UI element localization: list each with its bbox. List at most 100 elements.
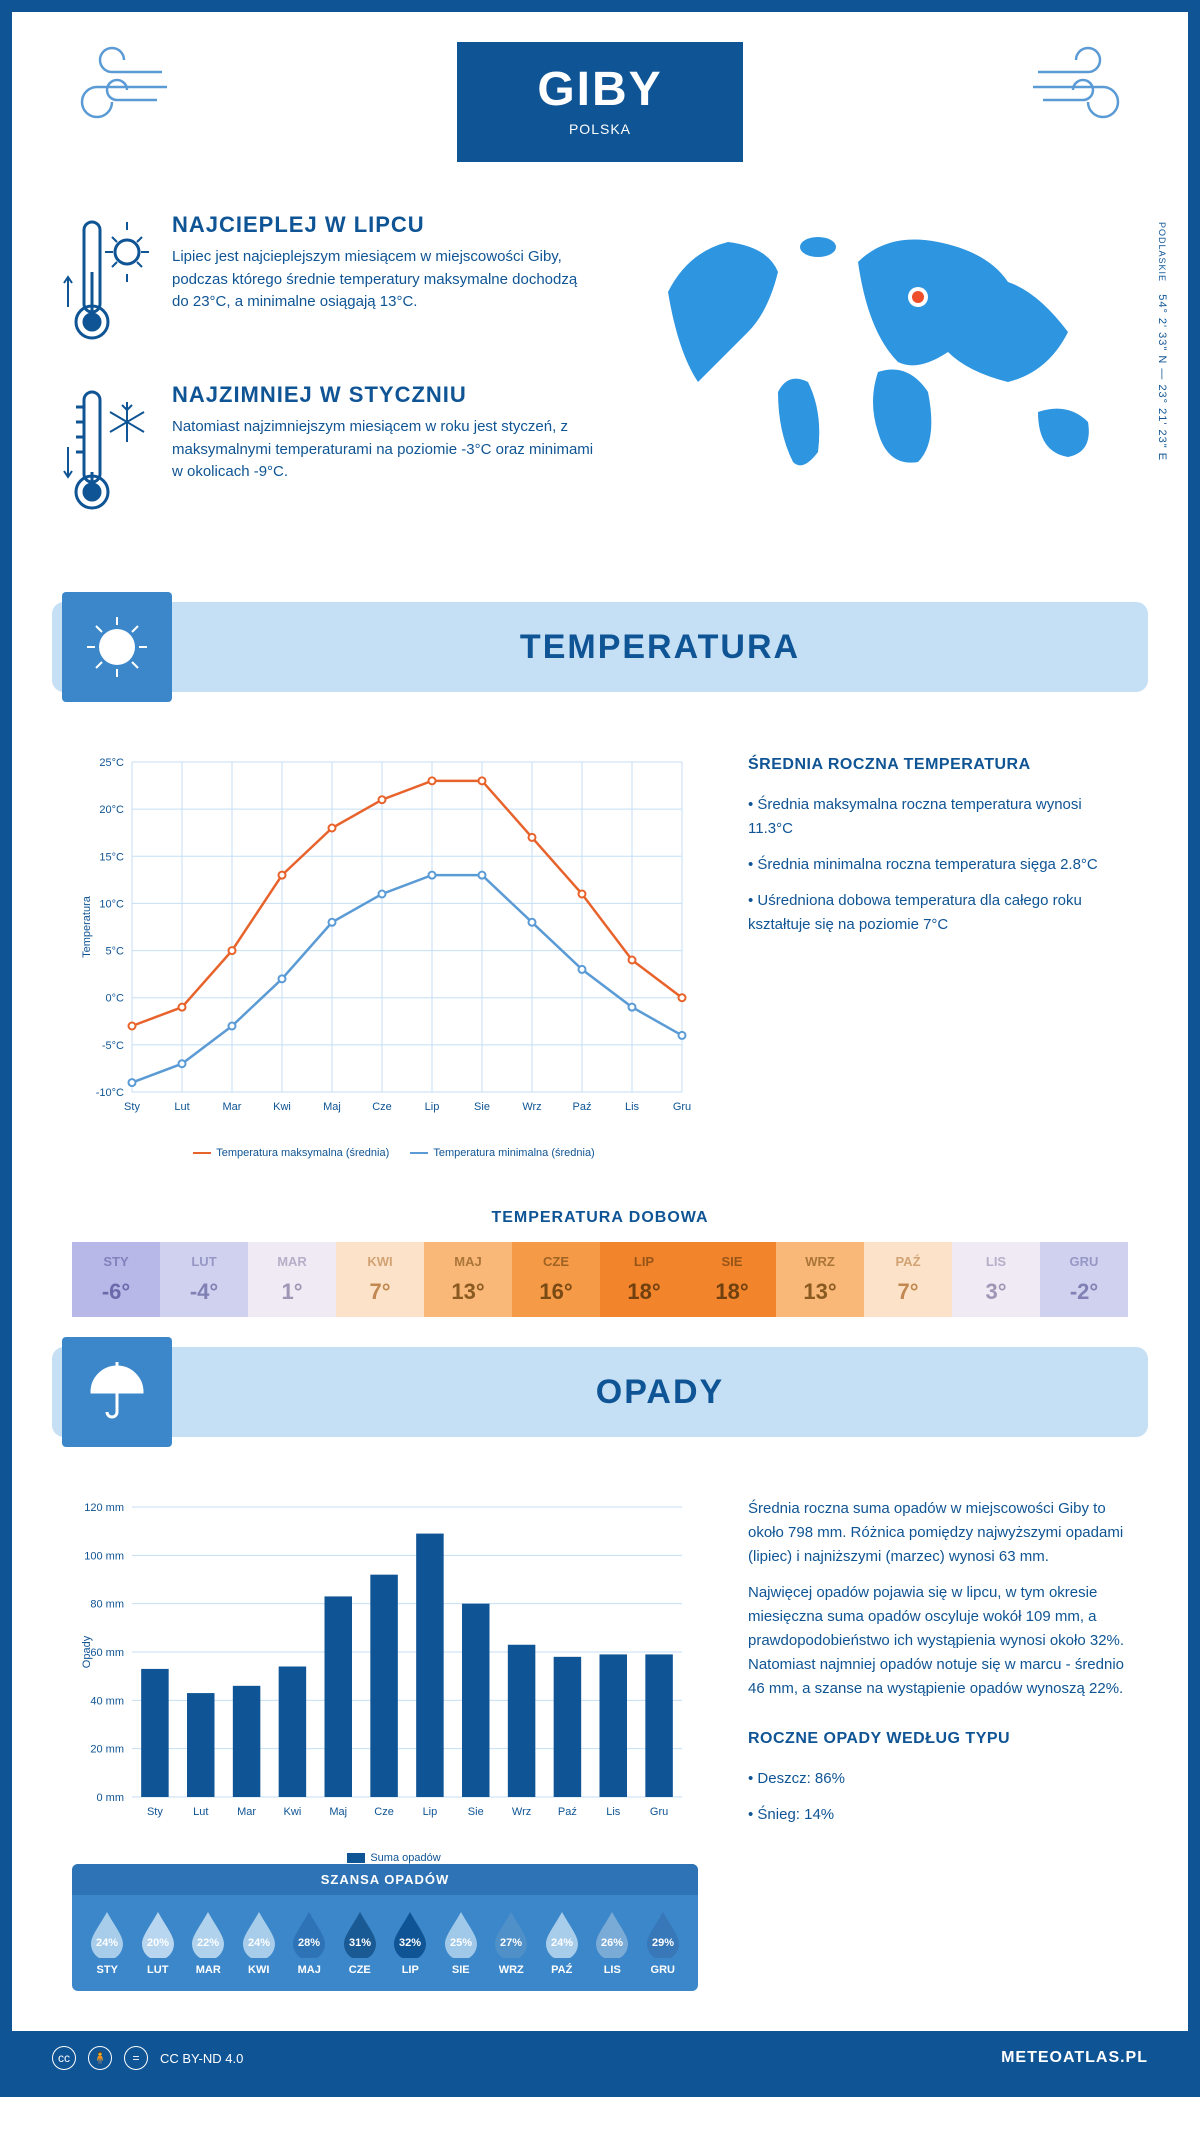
footer: cc 🧍 = CC BY-ND 4.0 METEOATLAS.PL	[12, 2031, 1188, 2085]
svg-text:60 mm: 60 mm	[90, 1647, 124, 1659]
svg-text:5°C: 5°C	[106, 946, 125, 958]
svg-text:31%: 31%	[349, 1937, 371, 1949]
cold-block: NAJZIMNIEJ W STYCZNIU Natomiast najzimni…	[62, 382, 598, 522]
intro-row: NAJCIEPLEJ W LIPCU Lipiec jest najcieple…	[12, 182, 1188, 582]
temp-content: -10°C-5°C0°C5°C10°C15°C20°C25°CStyLutMar…	[12, 712, 1188, 1189]
country-name: POLSKA	[537, 121, 662, 137]
svg-text:40 mm: 40 mm	[90, 1695, 124, 1707]
svg-text:Mar: Mar	[237, 1806, 256, 1818]
daily-title: TEMPERATURA DOBOWA	[12, 1209, 1188, 1227]
chance-cell: 24%KWI	[234, 1910, 285, 1976]
wind-icon	[52, 42, 172, 122]
umbrella-icon	[62, 1337, 172, 1447]
temp-side-text: ŚREDNIA ROCZNA TEMPERATURA • Średnia mak…	[748, 752, 1128, 1159]
svg-text:Sie: Sie	[468, 1806, 484, 1818]
daily-cell: LUT-4°	[160, 1242, 248, 1317]
chance-cell: 29%GRU	[638, 1910, 689, 1976]
rain-section-title: OPADY	[172, 1373, 1148, 1412]
daily-cell: SIE18°	[688, 1242, 776, 1317]
rain-side-text: Średnia roczna suma opadów w miejscowośc…	[748, 1497, 1128, 2001]
svg-text:Maj: Maj	[323, 1101, 341, 1113]
svg-text:Wrz: Wrz	[512, 1806, 531, 1818]
svg-text:25%: 25%	[450, 1937, 472, 1949]
svg-text:0°C: 0°C	[106, 993, 125, 1005]
chance-box: SZANSA OPADÓW 24%STY20%LUT22%MAR24%KWI28…	[72, 1864, 698, 1991]
svg-text:25°C: 25°C	[99, 757, 124, 769]
svg-text:32%: 32%	[399, 1937, 421, 1949]
svg-text:0 mm: 0 mm	[97, 1792, 125, 1804]
svg-text:Sie: Sie	[474, 1101, 490, 1113]
svg-text:Lip: Lip	[425, 1101, 440, 1113]
hot-title: NAJCIEPLEJ W LIPCU	[172, 212, 598, 238]
hot-block: NAJCIEPLEJ W LIPCU Lipiec jest najcieple…	[62, 212, 598, 352]
svg-text:100 mm: 100 mm	[84, 1550, 124, 1562]
svg-text:Lut: Lut	[174, 1101, 189, 1113]
coordinates: PODLASKIE 54° 2' 33" N — 23° 21' 23" E	[1156, 222, 1168, 461]
world-map	[638, 212, 1138, 492]
daily-cell: MAJ13°	[424, 1242, 512, 1317]
svg-text:20%: 20%	[147, 1937, 169, 1949]
header: GIBY POLSKA	[12, 12, 1188, 182]
daily-cell: MAR1°	[248, 1242, 336, 1317]
svg-text:Kwi: Kwi	[284, 1806, 302, 1818]
chance-cell: 22%MAR	[183, 1910, 234, 1976]
svg-text:Sty: Sty	[124, 1101, 140, 1113]
nd-icon: =	[124, 2046, 148, 2070]
temp-section-title: TEMPERATURA	[172, 628, 1148, 667]
svg-text:Lis: Lis	[625, 1101, 640, 1113]
svg-text:29%: 29%	[652, 1937, 674, 1949]
daily-temp-strip: STY-6°LUT-4°MAR1°KWI7°MAJ13°CZE16°LIP18°…	[72, 1242, 1128, 1317]
svg-text:Maj: Maj	[329, 1806, 347, 1818]
hot-text: Lipiec jest najcieplejszym miesiącem w m…	[172, 246, 598, 314]
thermometer-hot-icon	[62, 212, 152, 352]
svg-text:26%: 26%	[601, 1937, 623, 1949]
svg-text:Mar: Mar	[223, 1101, 242, 1113]
temp-side-title: ŚREDNIA ROCZNA TEMPERATURA	[748, 752, 1128, 778]
cold-text: Natomiast najzimniejszym miesiącem w rok…	[172, 416, 598, 484]
site-label: METEOATLAS.PL	[1001, 2049, 1148, 2067]
title-band: GIBY POLSKA	[457, 42, 742, 162]
chance-cell: 27%WRZ	[486, 1910, 537, 1976]
svg-text:Temperatura: Temperatura	[81, 895, 93, 958]
svg-text:28%: 28%	[298, 1937, 320, 1949]
temp-legend: Temperatura maksymalna (średnia) Tempera…	[72, 1147, 698, 1159]
svg-text:Cze: Cze	[372, 1101, 392, 1113]
svg-text:24%: 24%	[551, 1937, 573, 1949]
svg-text:27%: 27%	[500, 1937, 522, 1949]
intro-text-col: NAJCIEPLEJ W LIPCU Lipiec jest najcieple…	[62, 212, 598, 552]
chance-cell: 31%CZE	[335, 1910, 386, 1976]
map-wrap: PODLASKIE 54° 2' 33" N — 23° 21' 23" E	[638, 212, 1138, 552]
chance-title: SZANSA OPADÓW	[72, 1864, 698, 1895]
svg-text:Opady: Opady	[81, 1635, 93, 1668]
svg-text:Gru: Gru	[650, 1806, 668, 1818]
cold-title: NAJZIMNIEJ W STYCZNIU	[172, 382, 598, 408]
cc-icon: cc	[52, 2046, 76, 2070]
sun-icon	[62, 592, 172, 702]
svg-text:Paź: Paź	[558, 1806, 577, 1818]
svg-text:Lis: Lis	[606, 1806, 621, 1818]
daily-cell: LIS3°	[952, 1242, 1040, 1317]
svg-text:Lip: Lip	[423, 1806, 438, 1818]
svg-text:24%: 24%	[96, 1937, 118, 1949]
license-label: CC BY-ND 4.0	[160, 2051, 243, 2066]
daily-cell: LIP18°	[600, 1242, 688, 1317]
chance-cell: 32%LIP	[385, 1910, 436, 1976]
chance-cell: 20%LUT	[133, 1910, 184, 1976]
svg-text:Lut: Lut	[193, 1806, 208, 1818]
chance-cell: 25%SIE	[436, 1910, 487, 1976]
chance-cell: 24%PAŹ	[537, 1910, 588, 1976]
rain-legend: Suma opadów	[72, 1852, 698, 1864]
chance-cell: 26%LIS	[587, 1910, 638, 1976]
thermometer-cold-icon	[62, 382, 152, 522]
by-icon: 🧍	[88, 2046, 112, 2070]
daily-cell: GRU-2°	[1040, 1242, 1128, 1317]
svg-text:Paź: Paź	[573, 1101, 592, 1113]
svg-text:15°C: 15°C	[99, 851, 124, 863]
svg-text:Gru: Gru	[673, 1101, 691, 1113]
rain-type-title: ROCZNE OPADY WEDŁUG TYPU	[748, 1726, 1128, 1752]
daily-cell: STY-6°	[72, 1242, 160, 1317]
svg-text:Wrz: Wrz	[522, 1101, 541, 1113]
wind-icon	[1028, 42, 1148, 122]
city-name: GIBY	[537, 62, 662, 117]
temp-section-header: TEMPERATURA	[52, 602, 1148, 692]
